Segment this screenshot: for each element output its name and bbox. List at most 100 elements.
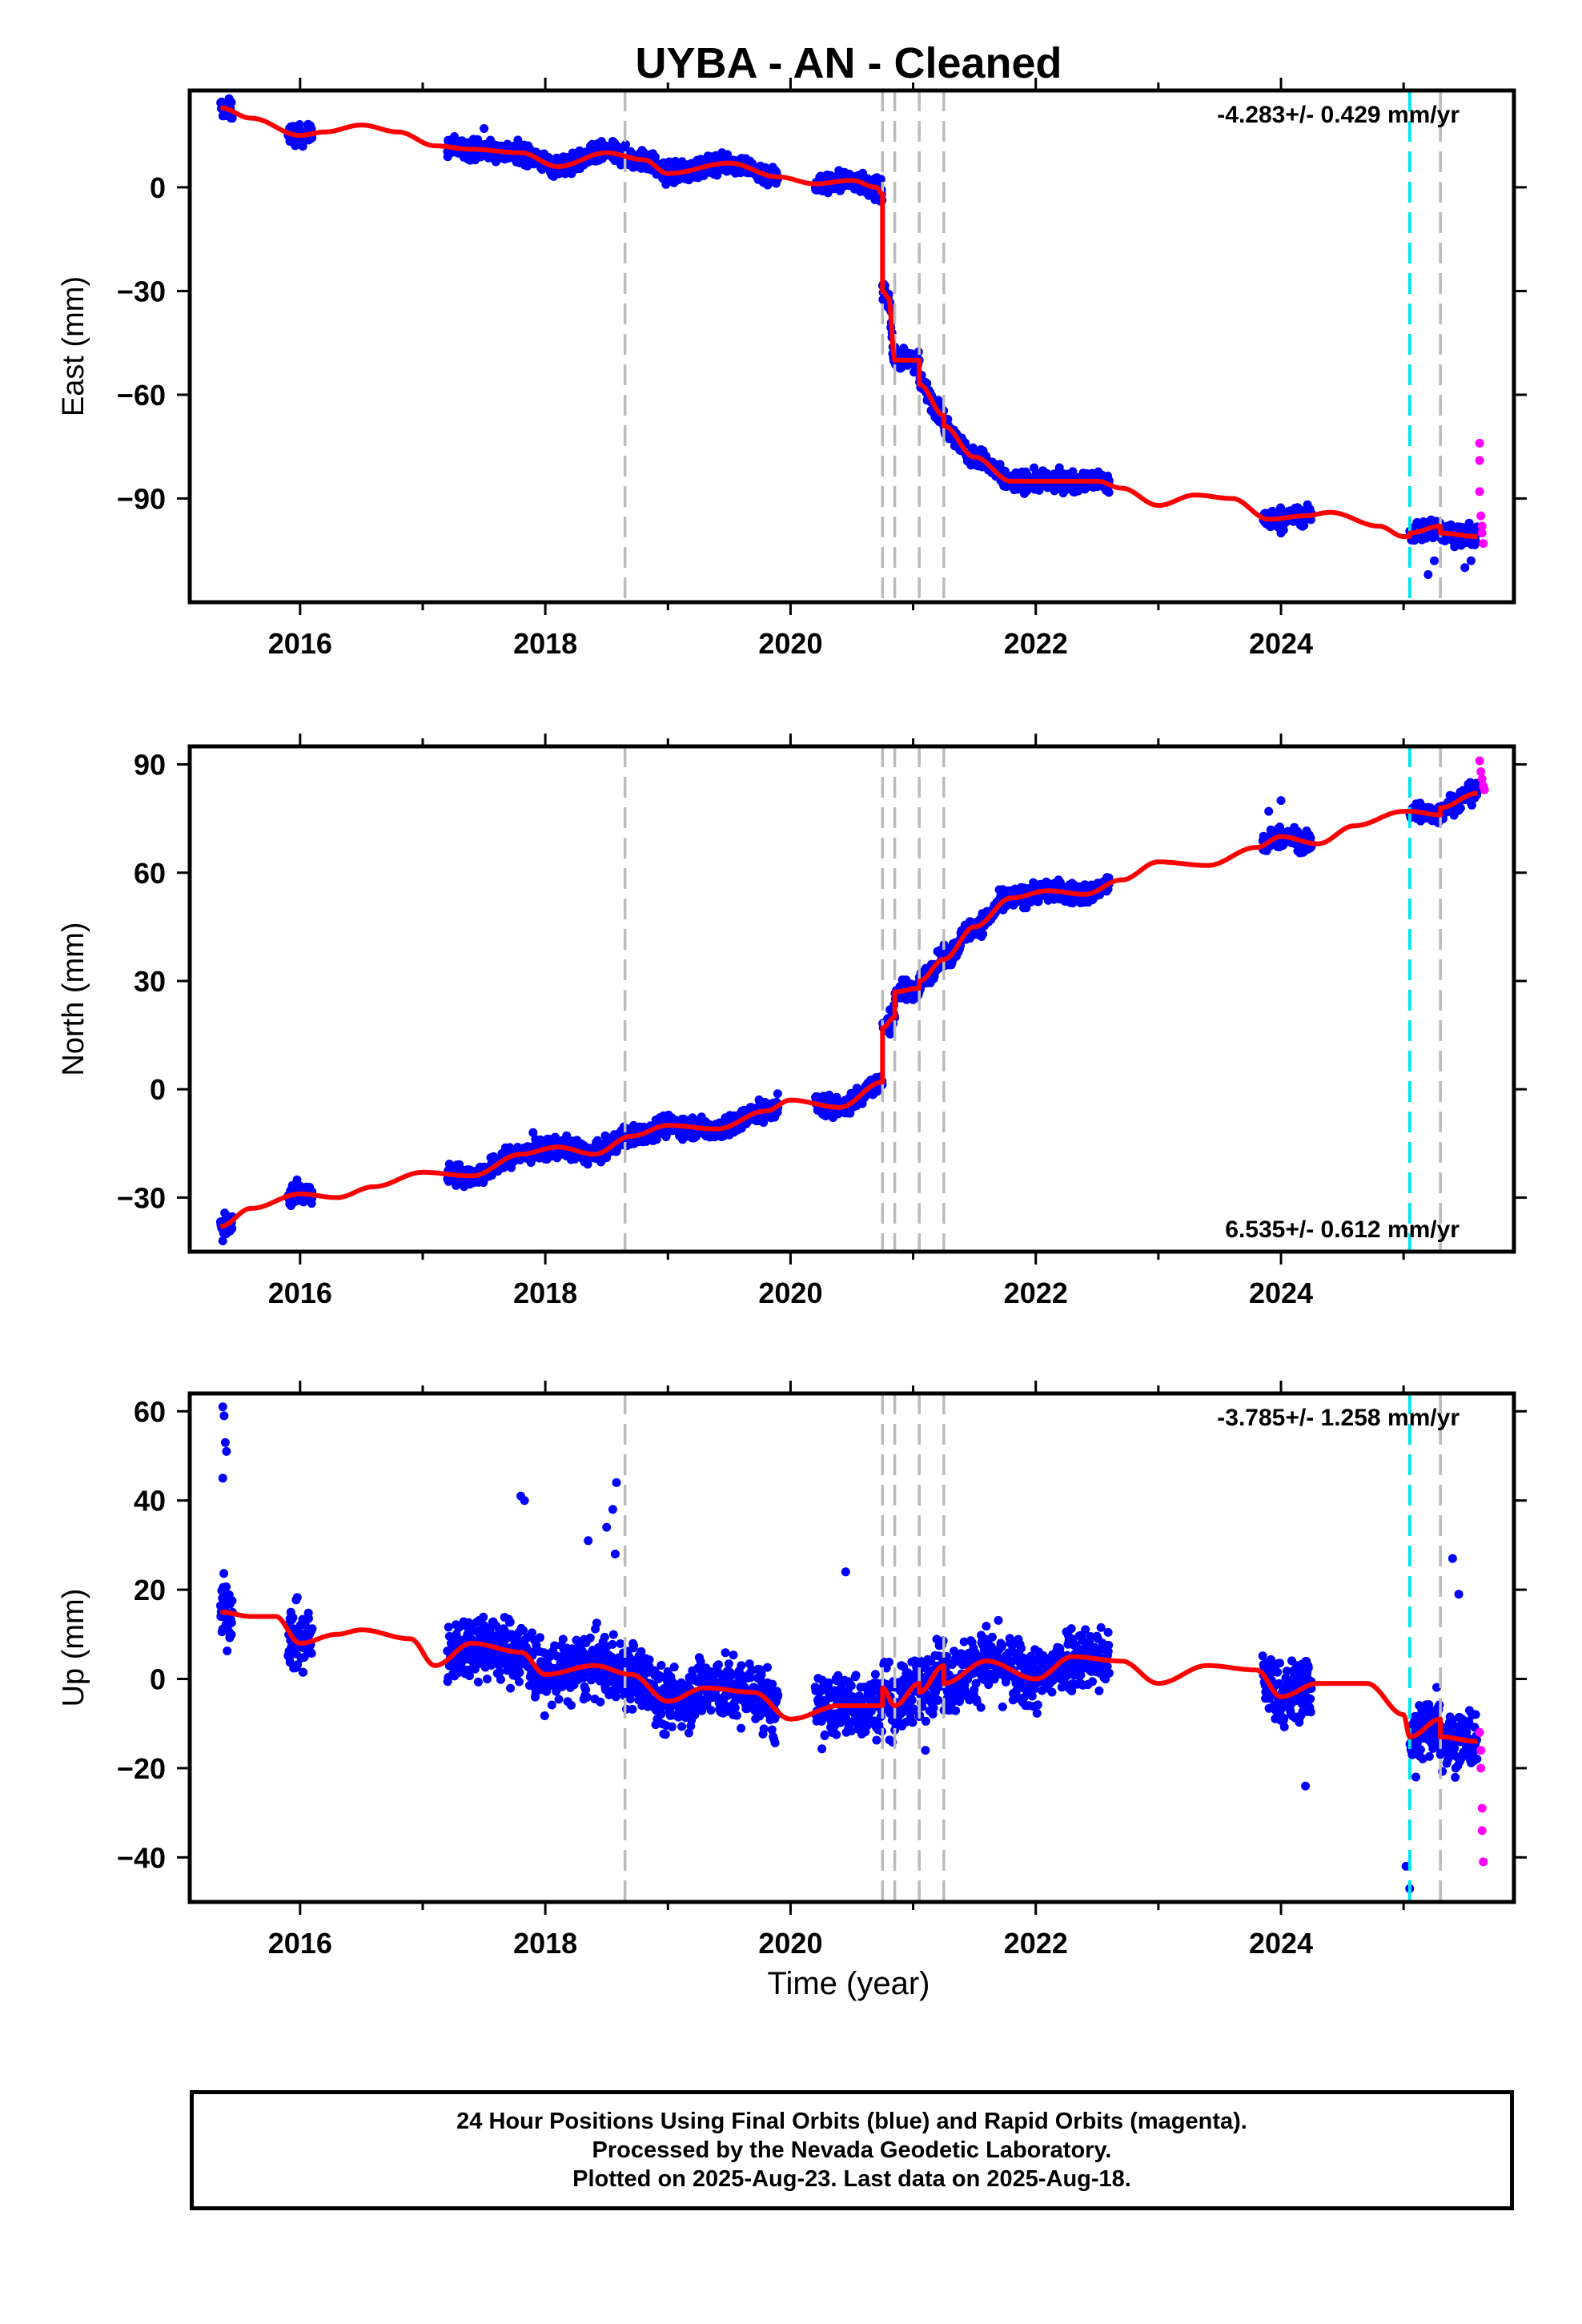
data-point — [473, 1677, 483, 1687]
chart-title: UYBA - AN - Cleaned — [635, 39, 1062, 87]
data-point — [227, 1630, 236, 1639]
data-point — [223, 1647, 232, 1655]
data-point — [515, 1677, 524, 1687]
data-point — [547, 1700, 556, 1710]
y-tick-label: −90 — [117, 482, 166, 515]
rapid-point — [1475, 456, 1484, 465]
y-tick-label: 30 — [134, 965, 166, 998]
data-point — [515, 1668, 524, 1678]
x-tick-label: 2018 — [513, 627, 577, 660]
y-tick-label: 0 — [150, 171, 166, 204]
data-point — [1456, 803, 1465, 813]
data-point — [600, 1632, 609, 1642]
data-point — [536, 1633, 544, 1642]
data-point — [299, 1667, 308, 1677]
rapid-point — [1479, 539, 1488, 549]
data-point — [295, 120, 304, 129]
y-tick-label: −60 — [117, 379, 166, 412]
data-point — [1430, 556, 1439, 565]
x-tick-label: 2016 — [268, 627, 332, 660]
data-point — [592, 1618, 601, 1628]
data-point — [513, 135, 523, 145]
data-point — [480, 124, 489, 133]
x-tick-label: 2022 — [1004, 627, 1068, 660]
data-point — [621, 139, 630, 149]
data-point — [644, 1655, 654, 1665]
x-tick-label: 2018 — [513, 1277, 577, 1309]
data-point — [506, 1683, 516, 1693]
panels: 2016 2018 2020 2022 2024 0 −30 −60 −90 East (mm) -… — [57, 78, 1527, 1960]
data-point — [1264, 806, 1274, 816]
data-point — [611, 1692, 620, 1702]
data-point — [554, 1695, 564, 1704]
plot-area — [216, 90, 1488, 602]
data-point — [1276, 796, 1286, 806]
data-point — [227, 1618, 236, 1627]
model-curve — [219, 790, 1479, 1229]
data-point — [227, 1596, 237, 1606]
rapid-point — [1476, 511, 1486, 521]
data-point — [292, 1593, 302, 1602]
data-point — [226, 96, 235, 106]
data-point — [616, 1639, 625, 1648]
rapid-point — [1475, 438, 1484, 448]
data-point — [505, 1618, 515, 1626]
data-point — [585, 1633, 595, 1642]
data-point — [222, 1229, 231, 1238]
data-point — [496, 1675, 505, 1684]
data-point — [307, 1649, 316, 1658]
y-tick-label: −30 — [117, 275, 166, 308]
x-tick-label: 2024 — [1249, 1277, 1313, 1309]
data-point — [222, 1582, 231, 1591]
x-tick-label: 2024 — [1249, 627, 1313, 660]
axes-frame — [187, 88, 1516, 605]
x-tick-label: 2020 — [758, 627, 822, 660]
rate-annotation: 6.535+/- 0.612 mm/yr — [1225, 1216, 1460, 1243]
data-point — [1466, 556, 1476, 565]
y-axis-label: East (mm) — [57, 276, 90, 416]
data-point — [596, 138, 605, 147]
y-tick-label: −30 — [117, 1181, 166, 1214]
data-point — [773, 1089, 782, 1099]
y-tick-label: 90 — [134, 749, 166, 782]
plot-area — [215, 1393, 1488, 1902]
plot-area — [215, 746, 1489, 1252]
y-tick-label: 0 — [150, 1073, 166, 1106]
data-point — [885, 1029, 895, 1039]
rapid-point — [1475, 756, 1484, 766]
data-point — [288, 1613, 298, 1622]
data-point — [825, 1090, 834, 1100]
data-point — [876, 175, 885, 184]
data-point — [540, 1711, 549, 1720]
data-point — [978, 929, 988, 939]
rapid-point — [1475, 487, 1484, 497]
data-point — [558, 1634, 568, 1644]
data-point — [596, 1697, 605, 1707]
data-point — [495, 1667, 504, 1677]
data-point — [483, 1675, 492, 1684]
data-point — [1423, 570, 1433, 579]
data-point — [581, 1685, 591, 1695]
x-tick-label: 2020 — [758, 1277, 822, 1309]
data-point — [566, 1700, 576, 1710]
rapid-point — [1477, 529, 1487, 538]
data-point — [629, 1641, 639, 1651]
axes-frame — [187, 744, 1516, 1254]
data-point — [528, 1128, 538, 1137]
x-tick-label: 2022 — [1004, 1277, 1068, 1309]
x-tick-label: 2016 — [268, 1277, 332, 1309]
data-point — [628, 1704, 637, 1714]
data-point — [656, 1661, 666, 1670]
rapid-point — [1480, 785, 1489, 794]
data-point — [479, 1612, 488, 1622]
rate-annotation: -4.283+/- 0.429 mm/yr — [1217, 102, 1460, 128]
data-point — [608, 1639, 617, 1649]
data-point — [1276, 529, 1286, 538]
data-point — [1460, 563, 1470, 573]
data-point — [608, 1630, 618, 1639]
y-axis-label: North (mm) — [57, 922, 90, 1076]
data-point — [307, 1624, 317, 1634]
